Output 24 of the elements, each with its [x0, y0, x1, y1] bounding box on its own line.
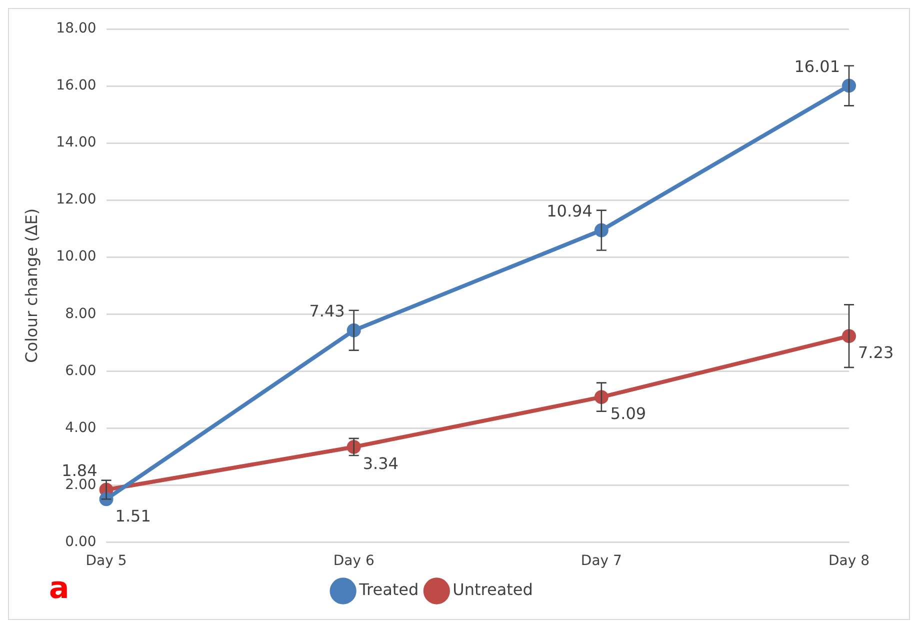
x-tick-label: Day 6 [333, 553, 374, 570]
y-tick-label: 14.00 [56, 134, 96, 151]
x-tick-label: Day 7 [580, 553, 622, 570]
y-tick-label: 12.00 [56, 192, 96, 208]
y-tick-label: 6.00 [65, 362, 96, 379]
text: a [49, 571, 70, 606]
y-tick-label: 10.00 [56, 248, 96, 265]
y-tick-label: 4.00 [65, 420, 96, 436]
legend-label: Untreated [452, 580, 533, 600]
data-label: 3.34 [362, 454, 398, 474]
y-tick-label: 8.00 [65, 306, 96, 322]
data-label: 7.23 [858, 343, 894, 362]
data-label: 5.09 [610, 404, 646, 424]
x-tick-label: Day 5 [86, 553, 127, 570]
data-label: 1.51 [115, 506, 151, 526]
data-label: 10.94 [546, 201, 592, 220]
y-tick-label: 16.00 [56, 78, 96, 94]
x-tick-label: Day 8 [828, 553, 870, 570]
data-label: 16.01 [794, 56, 840, 76]
y-tick-label: 18.00 [56, 20, 96, 37]
legend-label: Treated [358, 580, 419, 600]
data-label: 7.43 [309, 302, 345, 321]
y-tick-label: 0.00 [65, 534, 96, 550]
y-axis-title: Colour change (ΔE) [22, 208, 41, 363]
